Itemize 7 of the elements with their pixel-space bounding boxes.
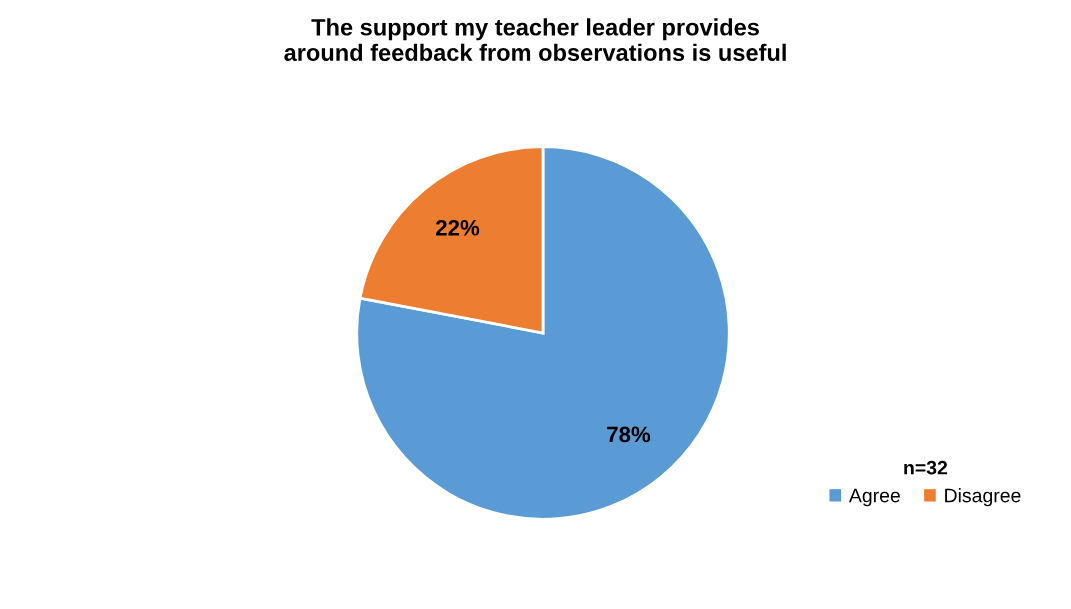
data-label: 22% bbox=[436, 219, 480, 236]
legend-title: n=32 bbox=[904, 460, 948, 475]
legend-label: Disagree bbox=[945, 488, 1021, 507]
data-label: 78% bbox=[607, 426, 651, 443]
pie-slice bbox=[355, 145, 731, 521]
chart-title: The support my teacher leader provides around feedback from observations is useful bbox=[284, 18, 786, 62]
legend-label: Agree bbox=[848, 488, 900, 507]
